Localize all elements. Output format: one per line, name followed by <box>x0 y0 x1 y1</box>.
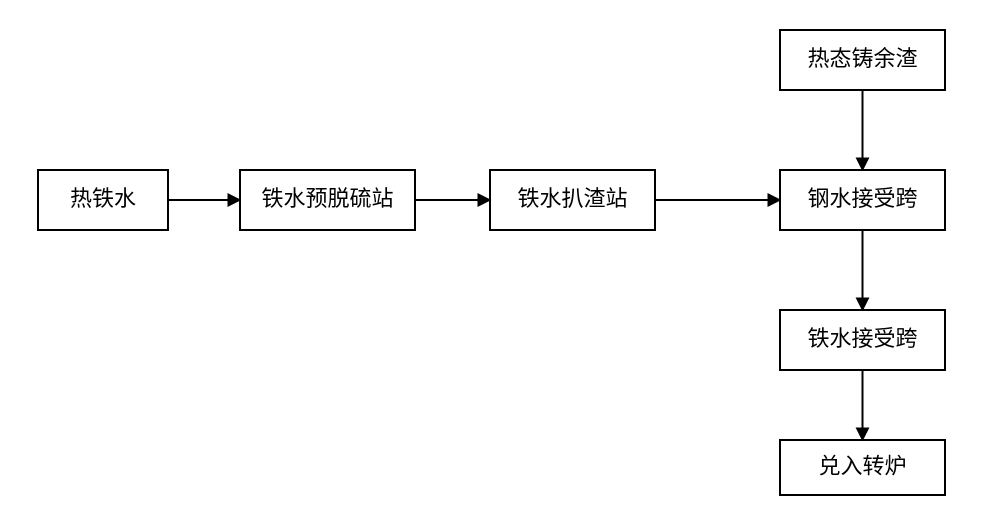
flow-node: 铁水预脱硫站 <box>240 170 415 230</box>
flow-node-label: 热铁水 <box>70 186 136 211</box>
flow-node-label: 铁水预脱硫站 <box>261 186 393 211</box>
flow-node-label: 钢水接受跨 <box>807 186 917 211</box>
flow-node-label: 热态铸余渣 <box>807 46 917 71</box>
flow-node: 兑入转炉 <box>780 440 945 495</box>
flow-node-label: 铁水扒渣站 <box>517 186 627 211</box>
flow-node: 钢水接受跨 <box>780 170 945 230</box>
flow-node: 铁水扒渣站 <box>490 170 655 230</box>
flow-node: 铁水接受跨 <box>780 310 945 370</box>
flow-node-label: 铁水接受跨 <box>807 326 917 351</box>
flow-node: 热铁水 <box>38 170 168 230</box>
flow-node: 热态铸余渣 <box>780 30 945 90</box>
flow-node-label: 兑入转炉 <box>818 454 906 479</box>
flowchart-canvas: 热铁水 铁水预脱硫站 铁水扒渣站 钢水接受跨 热态铸余渣铁水接受跨兑入转炉 <box>0 0 1000 515</box>
